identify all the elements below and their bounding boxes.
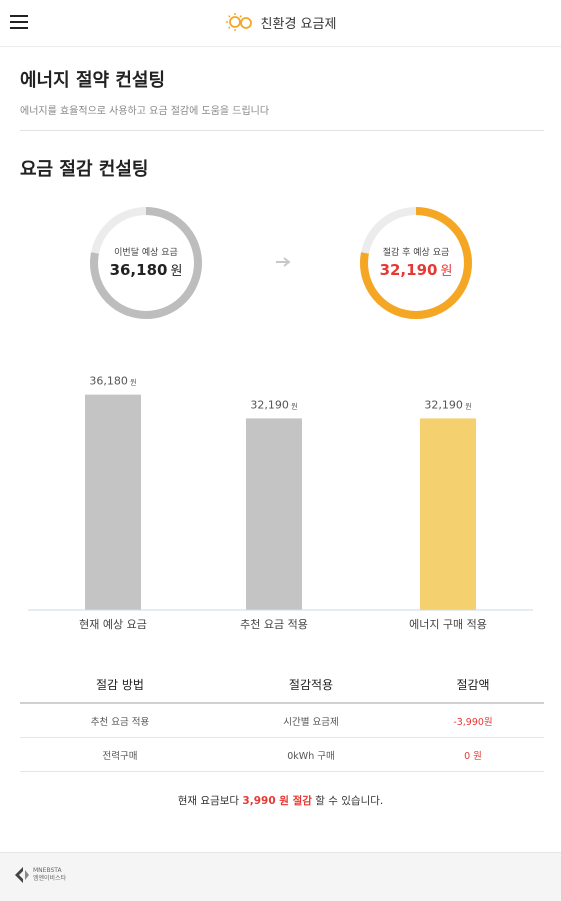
current-fee-value: 36,180 원: [88, 260, 204, 279]
page-title: 에너지 절약 컨설팅: [20, 70, 166, 91]
table-header-row: 절감 방법 절감적용 절감액: [20, 666, 544, 704]
saved-fee-unit: 원: [440, 264, 453, 279]
arrow-right-icon: [276, 257, 291, 267]
table-cell-method: 전력구매: [102, 750, 138, 762]
table-header-method: 절감 방법: [96, 677, 144, 692]
saved-fee-label: 절감 후 예상 요금: [382, 248, 450, 258]
chart-bar: [420, 418, 476, 610]
chart-category-label: 에너지 구매 적용: [409, 618, 487, 631]
company-subname: 엠엔이비스타: [33, 875, 67, 882]
current-fee-ring: [90, 207, 202, 319]
table-row: 추천 요금 적용 시간별 요금제 -3,990원: [20, 704, 544, 738]
table-header-amount: 절감액: [456, 677, 490, 692]
current-fee-gauge: 이번달 예상 요금 36,180 원: [88, 205, 204, 321]
table-cell-amount: -3,990원: [453, 716, 493, 728]
table-cell-applied: 0kWh 구매: [287, 750, 335, 762]
chart-value-label: 36,180 원: [89, 375, 136, 388]
saved-fee-value: 32,190 원: [358, 260, 474, 279]
footer: [0, 852, 561, 901]
table-cell-amount: 0 원: [464, 750, 482, 762]
company-logo: MNEBSTA 엠엔이비스타: [14, 866, 66, 884]
chart-value-label: 32,190 원: [424, 398, 471, 411]
chart-bar: [85, 394, 141, 610]
app-title: 친환경 요금제: [260, 16, 337, 32]
hamburger-menu-icon[interactable]: [10, 13, 30, 31]
table-header-applied: 절감적용: [288, 677, 334, 692]
current-fee-amount: 36,180: [109, 261, 168, 279]
chart-category-label: 추천 요금 적용: [240, 617, 308, 631]
app-logo-area: 친환경 요금제: [0, 12, 561, 36]
fee-comparison-bar-chart: 36,180 원현재 예상 요금 32,190 원추천 요금 적용 32,190 원…: [28, 375, 533, 631]
page-subtitle: 에너지를 효율적으로 사용하고 요금 절감에 도움을 드립니다: [20, 106, 270, 117]
table-row: 전력구매 0kWh 구매 0 원: [20, 738, 544, 772]
savings-table: 절감 방법 절감적용 절감액 추천 요금 적용 시간별 요금제 -3,990원 …: [20, 666, 544, 772]
saved-fee-amount: 32,190: [379, 261, 438, 279]
current-fee-label: 이번달 예상 요금: [114, 248, 178, 258]
company-name: MNEBSTA: [33, 867, 62, 874]
sun-leaf-logo-icon: [225, 13, 252, 31]
chart-bar: [246, 418, 302, 610]
chart-value-label: 32,190 원: [250, 398, 297, 411]
summary-suffix: 할 수 있습니다.: [315, 795, 384, 807]
company-logo-icon: [15, 867, 29, 883]
summary-prefix: 현재 요금보다: [177, 795, 240, 807]
saved-fee-ring: [360, 207, 472, 319]
consulting-title: 요금 절감 컨설팅: [20, 159, 149, 180]
savings-summary: 현재 요금보다 3,990 원 절감 할 수 있습니다.: [0, 793, 561, 808]
table-cell-applied: 시간별 요금제: [283, 716, 339, 728]
chart-category-label: 현재 예상 요금: [79, 618, 147, 631]
divider: [20, 130, 544, 131]
current-fee-unit: 원: [170, 264, 183, 279]
app-header: 친환경 요금제: [0, 0, 561, 47]
table-cell-method: 추천 요금 적용: [90, 716, 150, 728]
saved-fee-gauge: 절감 후 예상 요금 32,190 원: [358, 205, 474, 321]
summary-amount: 3,990 원 절감: [242, 795, 312, 807]
